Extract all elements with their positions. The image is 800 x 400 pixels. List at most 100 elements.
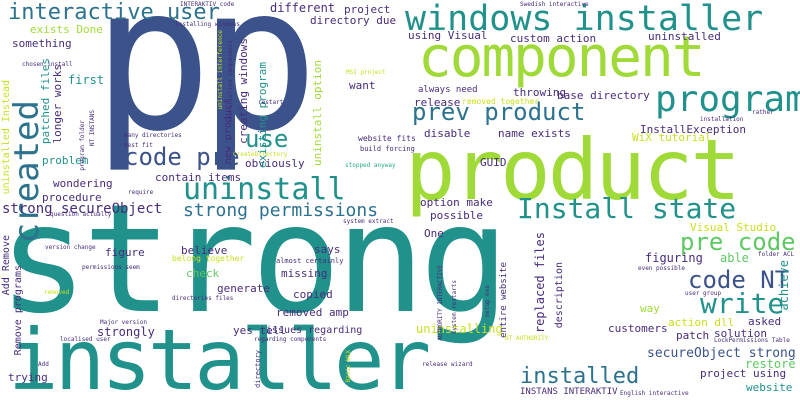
word-prev-product: prev product [412, 98, 586, 126]
word-project-using: project using [700, 367, 787, 380]
word-says: says [314, 243, 341, 256]
word-program-folder: program folder [79, 120, 86, 171]
word-windows-installer: windows installer [405, 0, 764, 39]
word-figure: figure [105, 246, 145, 259]
word-nt-authority: NT AUTHORITY [505, 335, 549, 342]
word-installation: installation [700, 116, 744, 123]
word-installation-components: installation components [227, 40, 234, 124]
word-wix-tutorial: WiX tutorial [632, 131, 712, 144]
word-achieve: achieve [777, 260, 791, 311]
word-many-directories: many directories [124, 132, 182, 139]
word-installer: installer [8, 311, 431, 400]
word-basic-wix: Basic WiX [345, 350, 352, 383]
word-strong-secureobject: strong secureObject [2, 201, 163, 217]
word-installexception: InstallException [640, 123, 746, 136]
word-english-interactive: English interactive [620, 390, 689, 397]
word-check: check [186, 267, 220, 280]
word-interaktiv-code: INTERAKTIV code [180, 1, 235, 8]
word-uninstall-interference: uninstall interference [217, 30, 224, 110]
word-major-version: Major version [100, 319, 147, 326]
word-belong-together: belong together [172, 254, 245, 263]
word-removed: removed [44, 289, 70, 296]
word-way: way [640, 302, 660, 315]
word-procedure: procedure [42, 191, 102, 204]
word-system-extract: system extract [343, 218, 394, 225]
word-creating-windows: creating windows [237, 38, 250, 144]
word-setup-exe: setup exe [484, 285, 491, 318]
word-longer-works: longer works [51, 64, 64, 144]
word-using-visual: using Visual [408, 29, 488, 42]
word-use: use [245, 125, 289, 153]
word-installed: installed [520, 364, 640, 389]
word-require: require [128, 189, 154, 196]
word-instans-interaktiv: INSTANS INTERAKTIV [520, 387, 618, 397]
word-authority-interactive: AUTHORITY INTERACTIVE [437, 265, 444, 341]
word-contain-items: contain items [155, 171, 242, 184]
word-first: first [68, 73, 105, 87]
word-msi-project: MSI project [346, 69, 386, 76]
word-localised-user: localised user [60, 336, 111, 343]
word-component: component [418, 25, 705, 90]
word-uninstalled: uninstalled [648, 30, 721, 43]
word-trying: trying [8, 371, 48, 384]
word-website: website [746, 381, 793, 394]
word-build-forcing: build forcing [360, 145, 415, 153]
word-something: something [12, 37, 72, 50]
word-swedish-interactive: Swedish interactive [520, 1, 589, 8]
word-solution: solution [714, 327, 767, 340]
word-able: able [720, 251, 749, 265]
word-lockpermissions-table: LockPermissions Table [714, 337, 790, 344]
word-code-nt: code NT [688, 266, 790, 294]
word-interactive-user: interactive user [8, 0, 220, 25]
word-write: write [700, 287, 785, 320]
word-strong: strong [0, 173, 510, 347]
word-removed-amp: removed amp [276, 306, 349, 319]
word-description: description [554, 262, 565, 329]
word-strong-permissions: strong permissions [183, 200, 379, 221]
word-option-make: option make [420, 196, 493, 209]
word-obviously: obviously [245, 157, 305, 170]
word-patch: patch [676, 329, 710, 342]
word-regarding-components: regarding components [254, 336, 327, 343]
word-entire-website: entire website [499, 262, 509, 338]
word-visual-studio: Visual Studio [690, 221, 777, 234]
word-believe: believe [181, 244, 228, 257]
word-release: release [414, 96, 461, 109]
word-version-change: version change [45, 244, 96, 251]
word-uninstalling: uninstalling [416, 322, 503, 336]
word-copied: copied [293, 288, 333, 301]
word-install-state: Install state [517, 192, 737, 225]
word-customers: customers [608, 322, 668, 335]
word-directories-files: directories files [172, 295, 234, 302]
word-system-restarts: system restarts [451, 280, 458, 335]
word-chosen-install: chosen install [22, 61, 73, 68]
word-strongly: strongly [97, 325, 155, 339]
word-figuring: figuring [645, 251, 703, 265]
word-generate: generate [217, 282, 270, 295]
word-question-actually: question actually [50, 211, 112, 218]
word-best-fit: best fit [124, 142, 153, 149]
word-issues-regarding: issues regarding [266, 325, 363, 336]
word-name-exists: name exists [498, 127, 571, 140]
word-uninstall-option: uninstall option [311, 60, 324, 166]
word-program: program [655, 79, 800, 120]
word-disable: disable [424, 127, 471, 140]
word-installing-windows: installing windows [175, 21, 241, 28]
word-exists-done: exists Done [30, 23, 103, 36]
word-different: different [270, 1, 336, 15]
word-asked: asked [748, 315, 782, 328]
word-problem: problem [42, 154, 89, 167]
word-almost-certainly: almost certainly [276, 257, 344, 265]
word-base-directory: base directory [557, 89, 650, 102]
word-throwing: throwing [513, 86, 566, 99]
word-action-dll: action dll [668, 316, 735, 329]
word-even-possible: even possible [638, 265, 685, 272]
word-pre-code: pre code [680, 228, 796, 256]
word-folder-acl: folder ACL [758, 251, 795, 258]
word-custom-action: custom action [510, 32, 597, 45]
word-directory-due: directory due [310, 14, 397, 27]
word-permissions-seem: permissions seem [82, 264, 140, 271]
word-guid: GUID [480, 156, 507, 169]
word-possible: possible [430, 209, 483, 222]
word-nt-instans: NT INSTANS [89, 110, 96, 147]
